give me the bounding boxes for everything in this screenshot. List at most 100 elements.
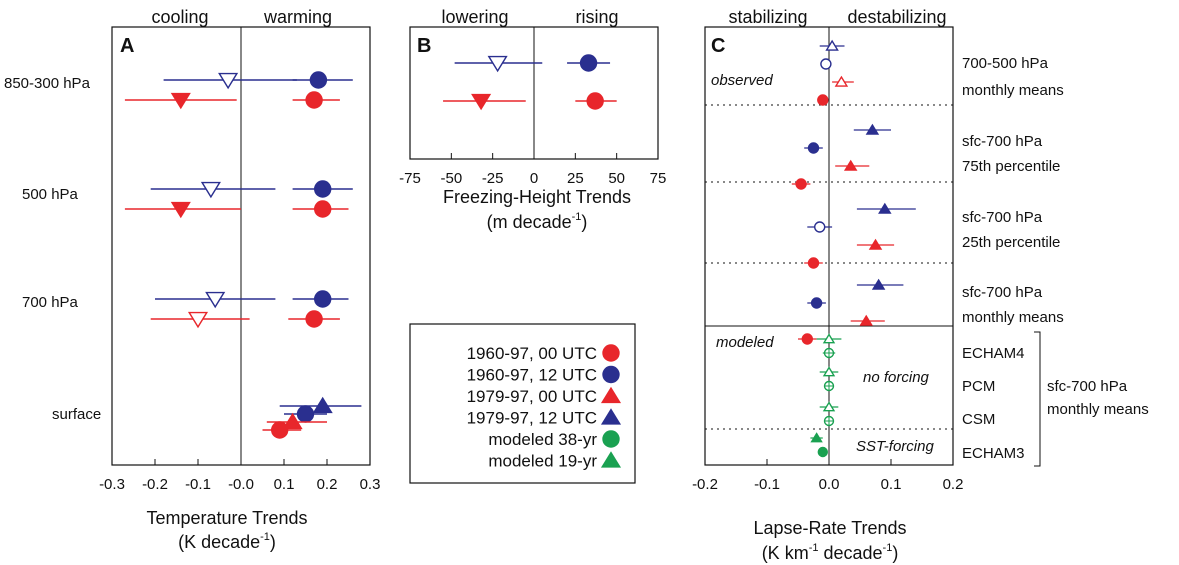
data-point-triangle-up	[834, 75, 849, 87]
panel-c-header-right: destabilizing	[847, 7, 946, 27]
x-tick-label: -0.1	[185, 476, 211, 493]
panel-a-xlabel: Temperature Trends	[146, 508, 307, 528]
data-point-triangle-up	[878, 202, 892, 214]
panel-a-plot-area	[124, 71, 362, 439]
data-point-triangle-up	[871, 278, 886, 290]
panel-c-annotation-modeled: modeled	[716, 334, 774, 351]
panel-c-plot-area	[791, 39, 916, 458]
x-tick-label: -0.3	[99, 476, 125, 493]
data-point-triangle-up	[822, 333, 836, 344]
data-point-circle	[305, 310, 323, 328]
data-point-circle	[807, 257, 820, 269]
legend: 1960-97, 00 UTC 1960-97, 12 UTC 1979-97, 0…	[409, 323, 636, 484]
panel-b-xlabel: Freezing-Height Trends	[443, 187, 631, 207]
legend-marker	[602, 430, 620, 448]
data-point-circle	[820, 58, 832, 70]
panel-a-row-label: surface	[52, 406, 101, 423]
data-point-circle	[314, 200, 332, 218]
data-point-triangle-up	[868, 238, 883, 250]
panel-c-xlabel-units: (K km-1 decade-1)	[762, 542, 899, 563]
panel-c-group-label: monthly means	[962, 82, 1064, 99]
x-tick-label: -75	[399, 170, 421, 187]
data-point-circle	[305, 91, 323, 109]
panel-a-label: A	[120, 35, 134, 57]
panel-c-xlabel: Lapse-Rate Trends	[753, 518, 906, 538]
x-tick-label: -0.0	[228, 476, 254, 493]
x-tick-label: -25	[482, 170, 504, 187]
legend-marker	[600, 408, 622, 425]
data-point-triangle-up	[825, 39, 839, 51]
legend-label: 1979-97, 12 UTC	[467, 409, 597, 428]
data-point-triangle-down	[187, 311, 209, 329]
panel-c-model-bracket	[1034, 331, 1041, 467]
x-tick-label: 0.2	[943, 476, 964, 493]
data-point-circle	[271, 421, 289, 439]
data-point-circle	[579, 54, 598, 72]
data-point-triangle-down	[170, 92, 191, 110]
panel-a-header-right: warming	[263, 7, 332, 27]
panel-c-group-label: sfc-700 hPa	[962, 284, 1043, 301]
x-tick-label: 0.1	[274, 476, 295, 493]
data-point-circle	[810, 297, 823, 309]
data-point-triangle-down	[170, 201, 191, 219]
legend-items: 1960-97, 00 UTC 1960-97, 12 UTC 1979-97, 0…	[467, 344, 622, 471]
data-point-circle	[817, 94, 829, 106]
data-point-triangle-down	[205, 291, 226, 309]
data-point-circle	[814, 221, 826, 233]
legend-label: 1979-97, 00 UTC	[467, 387, 597, 406]
panel-a-x-axis: -0.3 -0.2 -0.1 -0.0 0.1 0.2 0.3	[99, 459, 380, 493]
data-point-circle	[314, 290, 332, 308]
panel-c-annotation-sst-forcing: SST-forcing	[856, 438, 934, 455]
x-tick-label: -50	[440, 170, 462, 187]
panel-c-model-group-label: sfc-700 hPa	[1047, 378, 1128, 395]
data-point-triangle-down	[200, 181, 221, 199]
panel-a-header-left: cooling	[151, 7, 208, 27]
x-tick-label: -0.2	[692, 476, 718, 493]
x-tick-label: -0.2	[142, 476, 168, 493]
data-point-circle	[586, 92, 604, 110]
panel-c-annotation-observed: observed	[711, 72, 773, 89]
panel-c-group-label: sfc-700 hPa	[962, 133, 1043, 150]
data-point-triangle-up	[843, 159, 858, 171]
x-tick-label: 0	[530, 170, 538, 187]
panel-c-group-label: sfc-700 hPa	[962, 209, 1043, 226]
legend-label: 1960-97, 12 UTC	[467, 366, 597, 385]
x-tick-label: 0.0	[819, 476, 840, 493]
panel-b-header-left: lowering	[441, 7, 508, 27]
data-point-triangle-up	[312, 396, 333, 414]
data-point-circle	[314, 180, 332, 198]
panel-c-model-label: ECHAM4	[962, 345, 1025, 362]
panel-c-model-label: PCM	[962, 378, 995, 395]
x-tick-label: -0.1	[754, 476, 780, 493]
panel-c-label: C	[711, 35, 725, 57]
data-point-circle	[795, 178, 807, 190]
data-point-circle	[296, 405, 315, 423]
panel-a-row-label: 500 hPa	[22, 186, 79, 203]
data-point-triangle-up	[859, 314, 873, 326]
panel-a: A cooling warming 850-300 hPa 500 hPa 70…	[4, 7, 380, 552]
panel-a-xlabel-units: (K decade-1)	[178, 531, 276, 552]
data-point-triangle-down	[471, 93, 492, 111]
panel-b-label: B	[417, 35, 431, 57]
x-tick-label: 25	[567, 170, 584, 187]
panel-c-x-axis: -0.2 -0.1 0.0 0.1 0.2	[692, 459, 963, 493]
legend-frame	[409, 323, 636, 484]
panel-a-row-label: 700 hPa	[22, 294, 79, 311]
panel-b-x-axis: -75 -50 -25 0 25 50 75	[399, 153, 666, 187]
panel-c-group-label: monthly means	[962, 309, 1064, 326]
legend-label: modeled 38-yr	[488, 430, 597, 449]
data-point-triangle-up	[865, 123, 880, 135]
panel-c-model-label: ECHAM3	[962, 445, 1025, 462]
panel-c-model-label: CSM	[962, 411, 995, 428]
x-tick-label: 50	[608, 170, 625, 187]
panel-c: C stabilizing destabilizing observed mod…	[692, 7, 1149, 563]
data-point-triangle-down	[487, 55, 508, 73]
panel-a-row-label: 850-300 hPa	[4, 75, 91, 92]
data-point-circle	[309, 71, 328, 89]
panel-b: B lowering rising Freezing-Height Trends…	[399, 7, 666, 232]
data-point-triangle-up	[810, 432, 823, 443]
panel-b-plot-area	[443, 54, 617, 111]
legend-label: 1960-97, 00 UTC	[467, 344, 597, 363]
x-tick-label: 0.3	[360, 476, 381, 493]
